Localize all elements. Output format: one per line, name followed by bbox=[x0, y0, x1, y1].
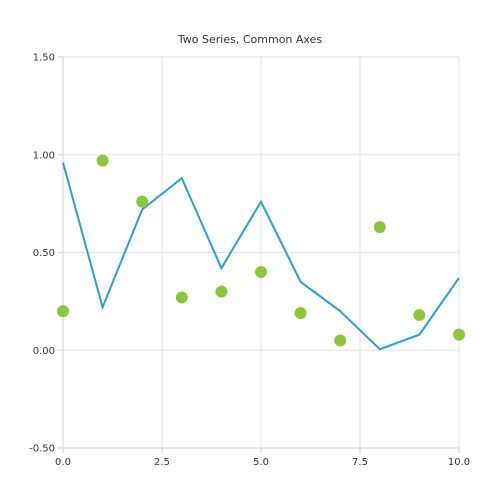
y-tick-label: 0.00 bbox=[33, 346, 55, 357]
x-tick-label: 10.0 bbox=[448, 457, 470, 468]
scatter-point bbox=[175, 291, 188, 304]
y-tick-label: 1.50 bbox=[33, 53, 55, 64]
x-tick-label: 7.5 bbox=[352, 457, 368, 468]
x-tick-label: 5.0 bbox=[253, 457, 269, 468]
chart-title: Two Series, Common Axes bbox=[177, 33, 322, 46]
scatter-point bbox=[215, 285, 228, 298]
x-tick-label: 2.5 bbox=[154, 457, 170, 468]
series-line bbox=[62, 162, 460, 351]
y-tick-label: 0.50 bbox=[33, 248, 55, 259]
y-tick-label: 1.00 bbox=[33, 150, 55, 161]
scatter-point bbox=[453, 328, 465, 341]
scatter-point bbox=[373, 221, 386, 234]
scatter-point bbox=[413, 309, 426, 322]
x-tick-label: 0.0 bbox=[55, 457, 71, 468]
tick-labels: 0.0 2.5 5.0 7.5 10.0 1.50 1.00 0.50 0.00 -0.50 bbox=[29, 53, 470, 469]
plot-area bbox=[57, 154, 465, 351]
scatter-point bbox=[294, 307, 307, 320]
scatter-point bbox=[136, 195, 149, 208]
axes bbox=[58, 56, 460, 453]
grid bbox=[63, 56, 460, 448]
scatter-point bbox=[255, 266, 267, 279]
scatter-point bbox=[96, 154, 109, 167]
y-tick-label: -0.50 bbox=[29, 444, 55, 455]
scatter-point bbox=[334, 334, 347, 347]
scatter-point bbox=[57, 305, 69, 318]
